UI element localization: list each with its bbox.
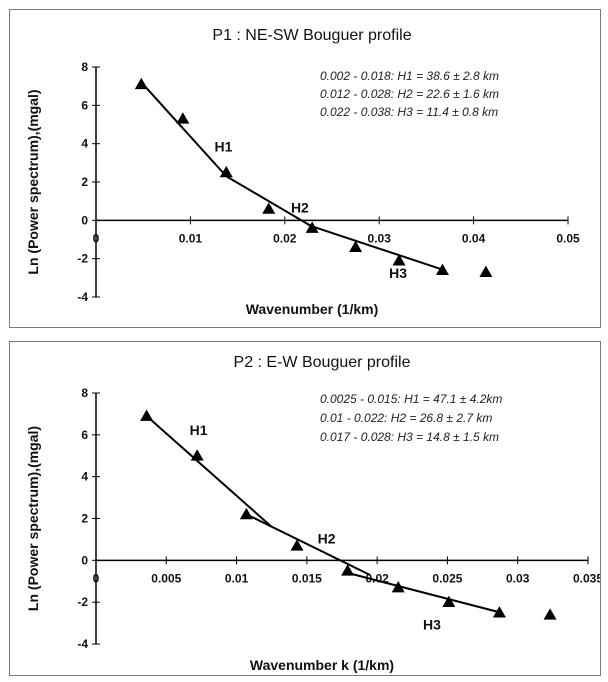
- fit-line-h3: [348, 573, 501, 613]
- x-tick-label: 0.03: [506, 571, 530, 585]
- x-tick-label: 0.01: [225, 571, 249, 585]
- y-tick-label: 2: [81, 175, 88, 189]
- segment-label: H3: [389, 265, 407, 281]
- x-axis-label: Wavenumber k (1/km): [250, 657, 394, 673]
- fit-line-h2: [246, 514, 370, 575]
- y-tick-label: -4: [77, 637, 88, 651]
- annotation-line: 0.002 - 0.018: H1 = 38.6 ± 2.8 km: [320, 69, 499, 83]
- x-axis-label: Wavenumber (1/km): [246, 301, 379, 317]
- data-point: [436, 264, 449, 275]
- y-tick-label: 8: [81, 386, 88, 400]
- annotation-line: 0.012 - 0.028: H2 = 22.6 ± 1.6 km: [320, 87, 499, 101]
- y-tick-label: 0: [81, 553, 88, 567]
- x-tick-label: 0: [93, 231, 100, 245]
- x-tick-label: 0.03: [368, 231, 392, 245]
- x-tick-label: 0.035: [573, 571, 600, 585]
- x-tick-label: 0.005: [151, 571, 181, 585]
- y-tick-label: 2: [81, 512, 88, 526]
- y-tick-label: 6: [81, 98, 88, 112]
- data-point: [191, 449, 204, 460]
- y-tick-label: 8: [81, 60, 88, 74]
- y-tick-label: -2: [77, 595, 88, 609]
- fit-line-h1: [141, 82, 226, 176]
- x-tick-label: 0.01: [179, 231, 203, 245]
- y-axis-label: Ln (Power spectrum),(mgal): [25, 426, 41, 611]
- y-tick-label: 0: [81, 213, 88, 227]
- x-tick-label: 0.02: [273, 231, 297, 245]
- chart-panel-p1: P1 : NE-SW Bouguer profile 8 6 4 2 0 -2 -4 0 0.01…: [9, 9, 601, 328]
- x-tick-label: 0.025: [432, 571, 462, 585]
- y-tick-label: 4: [81, 137, 88, 151]
- chart-title: P1 : NE-SW Bouguer profile: [212, 27, 411, 44]
- y-tick-label: 6: [81, 428, 88, 442]
- chart-title: P2 : E-W Bouguer profile: [234, 354, 411, 371]
- fit-line-h1: [147, 416, 272, 527]
- x-tick-label: 0: [93, 571, 100, 585]
- chart-p1: P1 : NE-SW Bouguer profile 8 6 4 2 0 -2 -4 0 0.01…: [10, 10, 600, 327]
- segment-label: H2: [318, 531, 336, 547]
- annotation-line: 0.017 - 0.028: H3 = 14.8 ± 1.5 km: [320, 430, 499, 444]
- chart-p2: P2 : E-W Bouguer profile 8 6 4 2 0 -2 -4 0 0.005 0…: [10, 342, 600, 675]
- data-point: [544, 608, 557, 619]
- data-point: [479, 266, 492, 277]
- y-tick-label: -2: [77, 252, 88, 266]
- y-axis-label: Ln (Power spectrum),(mgal): [25, 89, 41, 274]
- segment-label: H2: [291, 200, 309, 216]
- segment-label: H3: [423, 616, 441, 632]
- data-point: [140, 410, 153, 421]
- x-tick-label: 0.04: [462, 231, 486, 245]
- segment-label: H1: [190, 422, 208, 438]
- annotation-line: 0.022 - 0.038: H3 = 11.4 ± 0.8 km: [320, 105, 498, 119]
- annotation-line: 0.01 - 0.022: H2 = 26.8 ± 2.7 km: [320, 411, 492, 425]
- x-tick-label: 0.05: [556, 231, 580, 245]
- data-point: [135, 78, 148, 89]
- annotation-line: 0.0025 - 0.015: H1 = 47.1 ± 4.2km: [320, 392, 502, 406]
- data-point: [176, 112, 189, 123]
- y-tick-label: -4: [77, 290, 88, 304]
- chart-panel-p2: P2 : E-W Bouguer profile 8 6 4 2 0 -2 -4 0 0.005 0…: [9, 341, 601, 676]
- x-tick-label: 0.015: [292, 571, 322, 585]
- segment-label: H1: [214, 138, 232, 154]
- y-tick-label: 4: [81, 470, 88, 484]
